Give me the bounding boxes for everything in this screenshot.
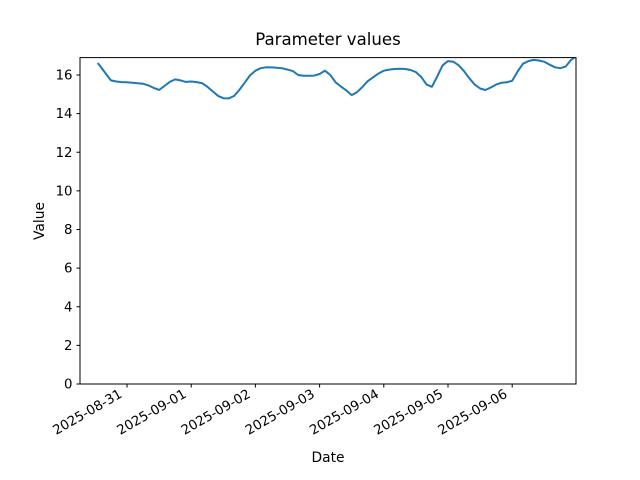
- x-tick-label: 2025-08-31: [51, 387, 125, 439]
- y-axis-ticks: 0 2 4 6 8 10 12 14 16: [56, 69, 80, 393]
- x-tick-label: 2025-09-02: [179, 387, 253, 439]
- y-tick-label: 16: [56, 69, 73, 84]
- y-tick-label: 2: [64, 339, 72, 354]
- y-tick-label: 12: [56, 146, 73, 161]
- y-tick-label: 8: [64, 223, 72, 238]
- y-tick-label: 14: [56, 107, 73, 122]
- x-tick-label: 2025-09-05: [372, 387, 446, 439]
- chart-title: Parameter values: [255, 30, 401, 49]
- x-tick-label: 2025-09-01: [115, 387, 189, 439]
- x-tick-label: 2025-09-03: [243, 387, 317, 439]
- plot-area-border: [79, 57, 577, 385]
- x-tick-label: 2025-09-06: [436, 387, 510, 439]
- x-axis-label: Date: [311, 450, 345, 466]
- y-tick-label: 4: [64, 300, 72, 315]
- y-tick-label: 0: [64, 378, 72, 393]
- y-tick-label: 10: [56, 184, 73, 199]
- y-tick-label: 6: [64, 262, 72, 277]
- x-axis-ticks: 2025-08-312025-09-012025-09-022025-09-03…: [51, 384, 513, 439]
- x-tick-label: 2025-09-04: [307, 387, 381, 439]
- series-line: [96, 57, 576, 100]
